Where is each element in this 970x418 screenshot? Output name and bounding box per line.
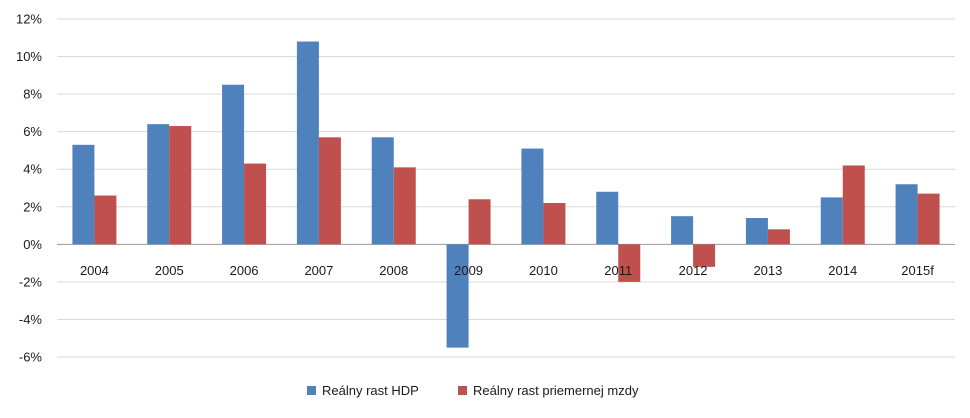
bar-mzdy-2014	[842, 165, 865, 245]
bars	[72, 41, 940, 348]
y-tick-label: 10%	[16, 49, 42, 64]
x-category-label: 2010	[529, 263, 558, 278]
x-category-label: 2012	[679, 263, 708, 278]
bar-hdp-2008	[371, 137, 394, 245]
x-axis-category-labels: 2004 2005 2006 2007 2008 2009 2010 2011 2012 2013…	[80, 263, 934, 278]
bar-mzdy-2011	[618, 244, 641, 282]
bar-hdp-2013	[745, 218, 768, 245]
bar-mzdy-2006	[244, 163, 267, 245]
bar-hdp-2015f	[895, 184, 918, 245]
bar-hdp-2014	[820, 197, 843, 245]
bar-hdp-2004	[72, 144, 95, 245]
y-tick-label: 0%	[23, 237, 42, 252]
legend-swatch	[307, 386, 316, 395]
bar-hdp-2006	[222, 84, 245, 245]
x-category-label: 2015f	[901, 263, 934, 278]
y-axis-tick-labels: -6% -4% -2% 0% 2% 4% 6% 8% 10% 12%	[16, 12, 42, 365]
bar-hdp-2005	[147, 124, 170, 245]
legend: Reálny rast HDP Reálny rast priemernej mz…	[307, 383, 639, 398]
bar-mzdy-2015f	[917, 193, 940, 245]
bar-mzdy-2004	[94, 195, 117, 245]
legend-label: Reálny rast HDP	[322, 383, 419, 398]
y-tick-label: 4%	[23, 162, 42, 177]
bar-mzdy-2009	[468, 199, 491, 245]
x-category-label: 2005	[155, 263, 184, 278]
y-tick-label: 8%	[23, 87, 42, 102]
y-tick-label: -2%	[19, 274, 43, 289]
bar-hdp-2009	[446, 244, 469, 348]
bar-mzdy-2008	[393, 167, 416, 245]
x-category-label: 2004	[80, 263, 109, 278]
gridlines	[57, 18, 955, 358]
legend-label: Reálny rast priemernej mzdy	[473, 383, 639, 398]
x-category-label: 2007	[304, 263, 333, 278]
bar-hdp-2012	[671, 216, 694, 245]
bar-mzdy-2005	[169, 126, 192, 245]
x-category-label: 2009	[454, 263, 483, 278]
bar-hdp-2007	[296, 41, 319, 245]
y-tick-label: -6%	[19, 350, 43, 365]
y-tick-label: 2%	[23, 199, 42, 214]
bar-mzdy-2010	[543, 203, 566, 245]
bar-mzdy-2013	[767, 229, 790, 245]
x-category-label: 2014	[828, 263, 857, 278]
x-category-label: 2013	[753, 263, 782, 278]
bar-hdp-2011	[596, 191, 619, 245]
bar-mzdy-2007	[318, 137, 341, 245]
x-category-label: 2006	[230, 263, 259, 278]
x-category-label: 2011	[604, 263, 632, 278]
legend-swatch	[458, 386, 467, 395]
y-tick-label: -4%	[19, 312, 43, 327]
x-category-label: 2008	[379, 263, 408, 278]
bar-hdp-2010	[521, 148, 544, 245]
y-tick-label: 12%	[16, 12, 42, 27]
bar-mzdy-2012	[693, 244, 716, 267]
y-tick-label: 6%	[23, 124, 42, 139]
